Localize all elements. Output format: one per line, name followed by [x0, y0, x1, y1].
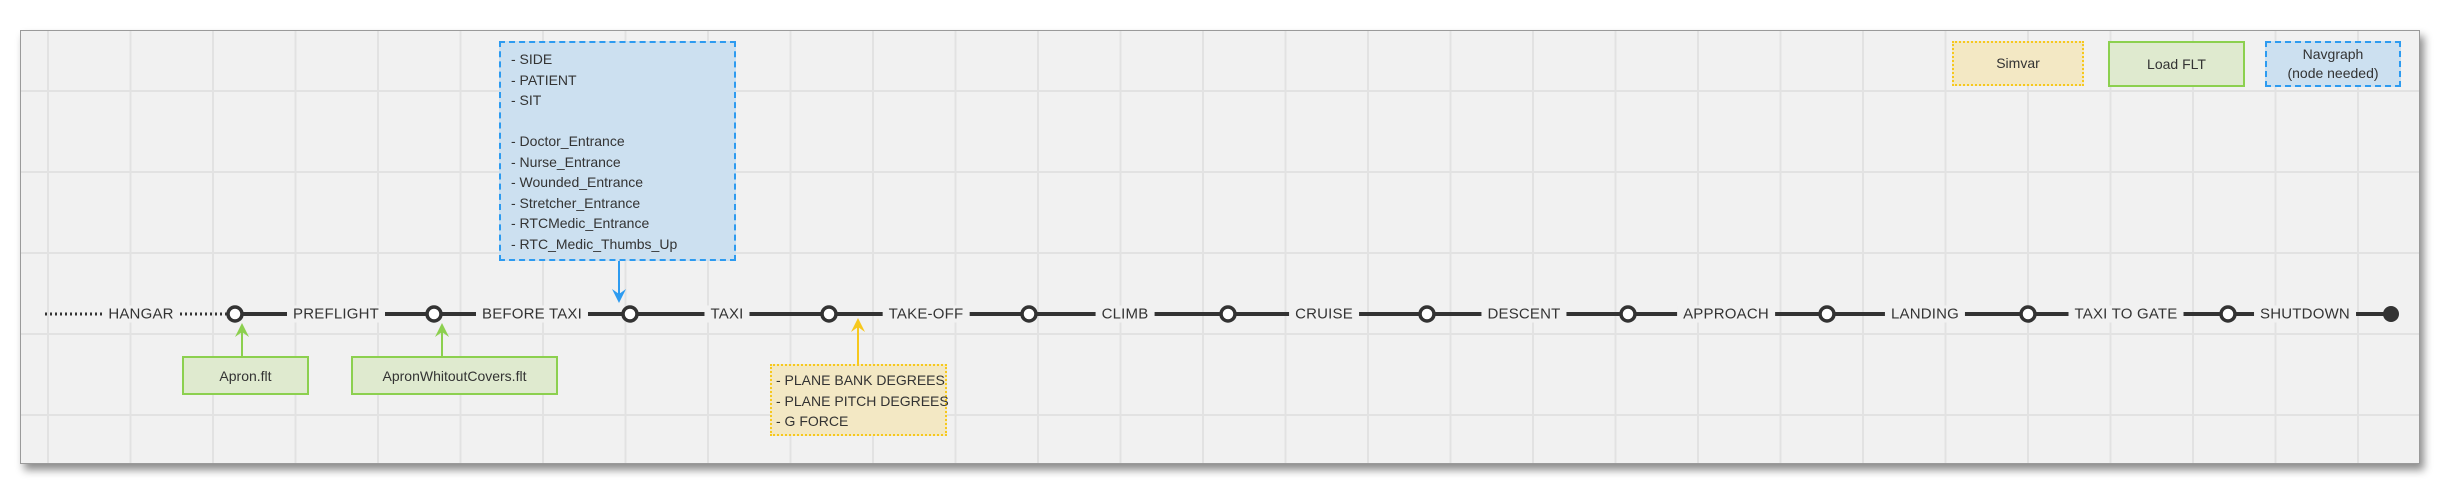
list-item: - PATIENT	[511, 71, 577, 88]
stage-label-landing[interactable]: LANDING	[1884, 305, 1966, 323]
legend-load-flt-label: Load FLT	[2147, 55, 2206, 72]
list-item: - G FORCE	[776, 413, 849, 429]
list-item: - Wounded_Entrance	[511, 174, 644, 190]
flt-arrow-icon	[235, 323, 249, 337]
milestone-node-icon	[621, 305, 639, 323]
flt-label: ApronWhitoutCovers.flt	[382, 367, 527, 384]
legend-load-flt: Load FLT	[2108, 41, 2245, 87]
navgraph-arrow-icon	[612, 289, 626, 303]
flt-arrow-icon	[435, 323, 449, 337]
milestone-node-icon	[226, 305, 244, 323]
diagram-canvas: HANGAR PREFLIGHT BEFORE TAXI TAXI TAKE-OFF CL…	[20, 30, 2420, 464]
milestone-node-icon	[2019, 305, 2037, 323]
stage-label-before-taxi[interactable]: BEFORE TAXI	[475, 305, 589, 323]
list-item: - Doctor_Entrance	[511, 133, 625, 149]
simvar-box[interactable]: - PLANE BANK DEGREES - PLANE PITCH DEGREE…	[770, 364, 949, 436]
list-item: - Stretcher_Entrance	[511, 194, 641, 211]
navgraph-nodes-box[interactable]: - SIDE - PATIENT - SIT - Doctor_Entrance - …	[499, 41, 736, 261]
milestone-node-icon	[820, 305, 838, 323]
milestone-node-icon	[1418, 305, 1436, 323]
legend-navgraph-sublabel: (node needed)	[2287, 65, 2379, 81]
list-item: - PLANE BANK DEGREES	[776, 372, 945, 388]
flt-box-apron-without-covers[interactable]: ApronWhitoutCovers.flt	[351, 356, 558, 395]
list-item: - Nurse_Entrance	[511, 153, 621, 170]
stage-label-approach[interactable]: APPROACH	[1677, 305, 1775, 323]
stage-label-hangar[interactable]: HANGAR	[102, 305, 180, 323]
milestone-node-icon	[1020, 305, 1038, 323]
milestone-node-icon	[1619, 305, 1637, 323]
list-item: - RTCMedic_Entrance	[511, 215, 650, 231]
stage-label-take-off[interactable]: TAKE-OFF	[882, 305, 970, 323]
end-node-icon	[2383, 306, 2399, 322]
list-item: - PLANE PITCH DEGREES	[776, 392, 949, 409]
stage-label-taxi[interactable]: TAXI	[704, 305, 750, 323]
list-item: - SIDE	[511, 51, 553, 67]
list-item: - RTC_Medic_Thumbs_Up	[511, 235, 678, 252]
legend-navgraph: Navgraph (node needed)	[2265, 41, 2401, 87]
list-item: - SIT	[511, 92, 542, 108]
milestone-node-icon	[425, 305, 443, 323]
list-item	[511, 111, 724, 132]
stage-label-shutdown[interactable]: SHUTDOWN	[2254, 305, 2356, 323]
stage-label-cruise[interactable]: CRUISE	[1289, 305, 1359, 323]
flt-box-apron[interactable]: Apron.flt	[182, 356, 309, 395]
flt-label: Apron.flt	[219, 367, 272, 384]
milestone-node-icon	[1219, 305, 1237, 323]
milestone-node-icon	[1818, 305, 1836, 323]
legend-simvar: Simvar	[1952, 41, 2084, 86]
timeline-lines	[45, 261, 2399, 364]
stage-label-taxi-to-gate[interactable]: TAXI TO GATE	[2068, 305, 2184, 323]
legend-simvar-label: Simvar	[1996, 55, 2040, 71]
simvar-arrow-icon	[851, 318, 865, 332]
stage-label-descent[interactable]: DESCENT	[1481, 305, 1567, 323]
stage-label-preflight[interactable]: PREFLIGHT	[287, 305, 385, 323]
stage-label-climb[interactable]: CLIMB	[1095, 305, 1155, 323]
milestone-node-icon	[2219, 305, 2237, 323]
legend-navgraph-label: Navgraph	[2302, 46, 2364, 62]
